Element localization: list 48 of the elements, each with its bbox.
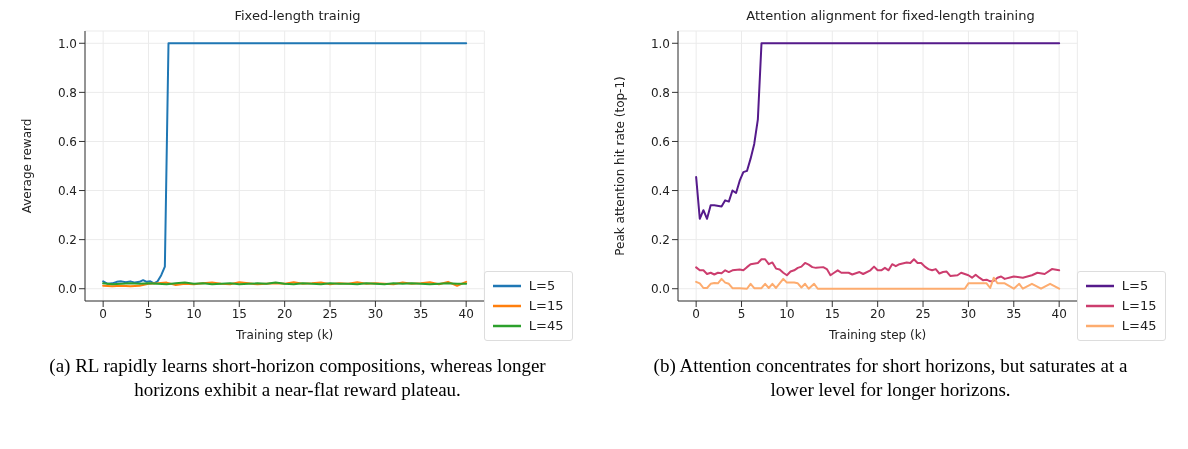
line-series xyxy=(694,42,1060,220)
y-tick-label: 1.0 xyxy=(650,36,670,51)
line-series xyxy=(101,42,467,285)
x-tick-label: 20 xyxy=(276,306,292,321)
x-tick-label: 40 xyxy=(458,306,474,321)
x-tick-label: 30 xyxy=(367,306,383,321)
x-tick-label: 15 xyxy=(231,306,247,321)
x-axis-title: Training step (k) xyxy=(234,328,333,342)
line-series xyxy=(694,258,1060,283)
text: (a) RL rapidly learns short-horizon compositions, whereas longer horizons exhibit a near-flat reward plateau. xyxy=(48,354,547,402)
y-axis-title: Average reward xyxy=(19,118,34,214)
x-tick-label: 30 xyxy=(960,306,976,321)
x-tick-label: 35 xyxy=(412,306,428,321)
chart-title: Attention alignment for fixed-length training xyxy=(746,8,1035,25)
x-tick-label: 5 xyxy=(144,306,152,321)
x-tick-label: 25 xyxy=(321,306,338,321)
y-tick-label: 0.8 xyxy=(57,85,77,100)
x-tick-label: 10 xyxy=(778,306,795,321)
y-tick-label: 0.4 xyxy=(57,183,77,198)
x-axis-title: Training step (k) xyxy=(827,328,926,342)
legend-label: L=45 xyxy=(1121,317,1157,335)
x-tick-label: 35 xyxy=(1005,306,1021,321)
y-tick-label: 0.8 xyxy=(650,85,670,100)
y-tick-label: 0.4 xyxy=(650,183,670,198)
y-tick-label: 0.2 xyxy=(57,232,77,247)
x-tick-label: 40 xyxy=(1051,306,1067,321)
legend-label: L=15 xyxy=(528,297,564,315)
x-tick-label: 20 xyxy=(869,306,885,321)
y-tick-label: 1.0 xyxy=(57,36,77,51)
y-tick-label: 0.0 xyxy=(650,281,670,296)
x-tick-label: 10 xyxy=(185,306,202,321)
x-tick-label: 5 xyxy=(737,306,745,321)
line-series xyxy=(694,276,1060,290)
legend-label: L=15 xyxy=(1121,297,1157,315)
legend-label: L=5 xyxy=(528,277,556,295)
x-tick-label: 0 xyxy=(691,306,700,321)
y-tick-label: 0.0 xyxy=(57,281,77,296)
x-tick-label: 0 xyxy=(98,306,107,321)
chart-title: Fixed-length trainig xyxy=(234,8,361,25)
y-tick-label: 0.6 xyxy=(650,134,670,149)
y-tick-label: 0.2 xyxy=(650,232,670,247)
legend-label: L=5 xyxy=(1121,277,1149,295)
y-axis-title: Peak attention hit rate (top-1) xyxy=(612,76,627,256)
legend-label: L=45 xyxy=(528,317,564,335)
text: (b) Attention concentrates for short horizons, but saturates at a lower level for longer horizons. xyxy=(652,354,1129,402)
x-tick-label: 15 xyxy=(824,306,840,321)
y-tick-label: 0.6 xyxy=(57,134,77,149)
x-tick-label: 25 xyxy=(914,306,931,321)
